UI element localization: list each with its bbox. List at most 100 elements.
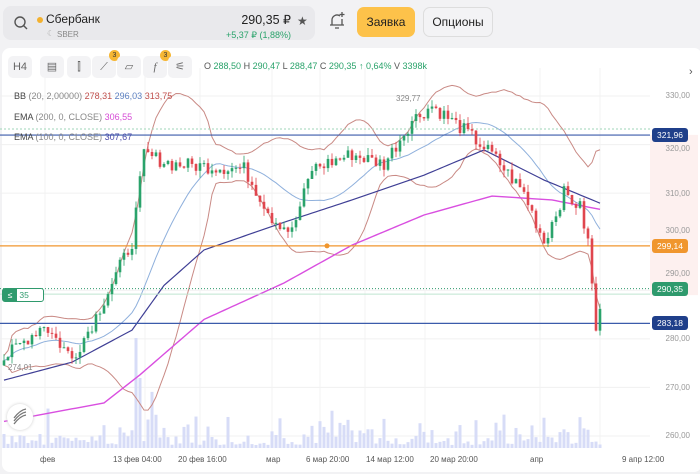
volume-bar	[6, 443, 10, 448]
candle-body	[54, 333, 58, 338]
candle-body	[30, 335, 34, 345]
price-tag[interactable]: 299,14	[652, 238, 688, 253]
volume-bar	[210, 437, 214, 448]
volume-bar	[126, 436, 130, 448]
volume-bar	[34, 440, 38, 448]
quantity-value: 35	[19, 290, 29, 300]
volume-bar	[30, 440, 34, 448]
template-icon[interactable]: ▤	[40, 56, 64, 78]
candle-body	[330, 158, 334, 166]
volume-bar	[98, 435, 102, 448]
candle-body	[394, 147, 398, 152]
volume-bar	[302, 434, 306, 448]
candle-body	[154, 152, 158, 157]
volume-bar	[582, 428, 586, 448]
candle-body	[282, 227, 286, 230]
candle-body	[410, 121, 414, 134]
volume-bar	[422, 431, 426, 448]
legend-ema200[interactable]: EMA (200, 0, CLOSE) 306,55	[14, 112, 133, 122]
ohlc-readout: O 288,50 H 290,47 L 288,47 C 290,35 ↑ 0,…	[204, 61, 428, 71]
bb-middle-line	[3, 122, 601, 361]
price-tag[interactable]: 290,35	[652, 281, 688, 296]
volume-bar	[506, 443, 510, 448]
candle-body	[190, 158, 194, 164]
search-icon[interactable]	[13, 15, 29, 31]
volume-bar	[298, 444, 302, 448]
candle-body	[550, 221, 554, 238]
price-axis-label: 330,00	[665, 91, 690, 100]
candle-body	[174, 162, 178, 171]
candle-body	[294, 219, 298, 228]
broker-logo	[7, 404, 33, 430]
drawing-tools-icon[interactable]: ⟋ 3	[92, 50, 120, 78]
candle-body	[554, 216, 558, 222]
candle-body	[86, 331, 90, 339]
candle-body	[266, 208, 270, 213]
volume-bar	[78, 440, 82, 448]
candle-body	[202, 163, 206, 165]
volume-bar	[270, 431, 274, 448]
candle-body	[414, 114, 418, 122]
options-button[interactable]: Опционы	[423, 7, 493, 37]
candle-type-icon[interactable]: ⫿	[67, 56, 91, 78]
candle-body	[90, 331, 94, 333]
candle-body	[238, 167, 242, 169]
collapse-chevron-icon[interactable]: ›	[689, 66, 693, 78]
candle-body	[514, 179, 518, 184]
candle-body	[146, 149, 150, 153]
volume-bar	[254, 444, 258, 448]
timeframe-button[interactable]: H4	[8, 56, 32, 78]
volume-bar	[234, 444, 238, 448]
volume-bar	[366, 429, 370, 448]
volume-bar	[346, 419, 350, 448]
candle-body	[434, 106, 438, 109]
settings-sliders-icon[interactable]: ⚟	[168, 56, 192, 78]
volume-bar	[490, 440, 494, 448]
volume-bar	[358, 430, 362, 448]
candle-body	[170, 160, 174, 171]
volume-bar	[390, 443, 394, 448]
candle-body	[274, 222, 278, 224]
volume-bar	[374, 443, 378, 448]
candle-body	[406, 133, 410, 136]
volume-bar	[226, 416, 230, 448]
candle-body	[322, 166, 326, 169]
candle-body	[374, 157, 378, 166]
volume-bar	[382, 418, 386, 448]
volume-bar	[142, 441, 146, 448]
candle-body	[418, 114, 422, 118]
candle-body	[118, 259, 122, 273]
time-axis-label: апр	[530, 455, 544, 464]
price-tag[interactable]: 283,18	[652, 316, 688, 331]
instrument-selector[interactable]: Сбербанк ☾ SBER 290,35 ₽ +5,37 ₽ (1,88%)	[3, 6, 315, 40]
candle-body	[78, 351, 82, 358]
price-chart[interactable]	[0, 48, 700, 472]
favorite-star-icon[interactable]: ★	[297, 14, 308, 28]
candle-body	[302, 188, 306, 207]
price-axis-label: 260,00	[665, 431, 690, 440]
candle-body	[546, 237, 550, 244]
volume-bar	[170, 444, 174, 448]
quantity-input[interactable]: ≤ 35	[2, 288, 44, 302]
shapes-icon[interactable]: ▱	[117, 56, 141, 78]
volume-bar	[526, 439, 530, 448]
volume-bar	[362, 433, 366, 448]
volume-bar	[58, 435, 62, 448]
candle-body	[358, 155, 362, 158]
instrument-name: Сбербанк	[46, 12, 100, 26]
status-dot	[37, 17, 43, 23]
volume-bar	[222, 444, 226, 448]
order-button[interactable]: Заявка	[357, 7, 415, 37]
candle-body	[194, 163, 198, 171]
price-axis-label: 290,00	[665, 269, 690, 278]
volume-bar	[250, 444, 254, 448]
candle-body	[454, 117, 458, 121]
moon-icon: ☾	[47, 29, 55, 38]
legend-bb[interactable]: BB (20, 2,00000) 278,31 296,03 313,75	[14, 91, 173, 101]
price-tag[interactable]: 321,96	[652, 128, 688, 143]
instrument-ticker: SBER	[57, 30, 79, 39]
volume-bar	[238, 443, 242, 448]
alert-bell-icon[interactable]	[328, 11, 346, 31]
legend-ema100[interactable]: EMA (100, 0, CLOSE) 307,67	[14, 132, 133, 142]
